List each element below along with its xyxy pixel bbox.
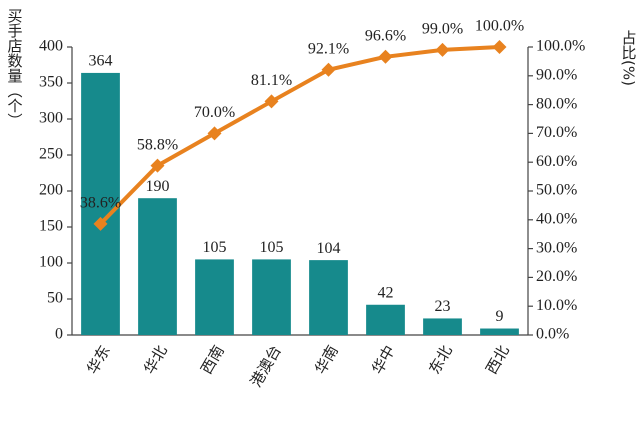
y2-tick-label: 60.0% — [536, 153, 577, 170]
line-value-label: 38.6% — [80, 195, 121, 212]
bar — [195, 259, 234, 335]
line-value-label: 100.0% — [475, 18, 524, 35]
y-tick-label: 150 — [39, 218, 63, 235]
y2-tick-label: 100.0% — [536, 38, 585, 55]
y2-tick-label: 0.0% — [536, 326, 569, 343]
bar-value-label: 9 — [496, 308, 504, 325]
line-value-label: 58.8% — [137, 136, 178, 153]
y2-tick-label: 50.0% — [536, 182, 577, 199]
line-marker — [435, 42, 450, 57]
y-tick-label: 300 — [39, 110, 63, 127]
y2-axis-title: 占比(%) — [620, 30, 638, 86]
line-marker — [264, 94, 279, 109]
x-tick-label: 华东 — [83, 342, 114, 377]
x-tick-label: 西南 — [197, 342, 228, 377]
y-tick-label: 200 — [39, 182, 63, 199]
bar-value-label: 104 — [317, 240, 341, 257]
line-value-label: 92.1% — [308, 40, 349, 57]
y-tick-label: 100 — [39, 254, 63, 271]
x-tick-label: 华南 — [311, 342, 342, 377]
bar-value-label: 364 — [89, 53, 113, 70]
bar-value-label: 23 — [435, 298, 451, 315]
line-marker — [378, 49, 393, 64]
bar-value-label: 105 — [260, 239, 284, 256]
bar-value-label: 105 — [203, 239, 227, 256]
line-marker — [492, 40, 507, 54]
line-value-label: 81.1% — [251, 72, 292, 89]
x-tick-label: 华北 — [140, 342, 171, 377]
bar — [309, 260, 348, 335]
bar — [138, 198, 177, 335]
y2-tick-label: 30.0% — [536, 239, 577, 256]
y-tick-label: 0 — [55, 326, 63, 343]
y-tick-label: 50 — [47, 290, 63, 307]
line — [99, 45, 500, 226]
bar — [423, 318, 462, 335]
bar — [252, 259, 291, 335]
bar-value-label: 42 — [378, 284, 394, 301]
y-axis-title: 买手店数量（个） — [6, 8, 24, 128]
line-marker — [321, 62, 336, 77]
y-tick-label: 250 — [39, 146, 63, 163]
x-tick-label: 港澳台 — [247, 342, 285, 390]
bar — [480, 328, 519, 335]
y2-tick-label: 90.0% — [536, 66, 577, 83]
bar — [81, 72, 120, 336]
y2-tick-label: 20.0% — [536, 268, 577, 285]
y2-tick-label: 10.0% — [536, 297, 577, 314]
x-tick-label: 东北 — [425, 342, 456, 377]
line-marker — [207, 126, 222, 141]
line-value-label: 99.0% — [422, 21, 463, 38]
y2-tick-label: 40.0% — [536, 210, 577, 227]
bar — [366, 304, 405, 335]
line-value-label: 70.0% — [194, 104, 235, 121]
y2-tick-label: 70.0% — [536, 124, 577, 141]
y2-tick-label: 80.0% — [536, 95, 577, 112]
line-value-label: 96.6% — [365, 27, 406, 44]
bar-value-label: 190 — [146, 178, 170, 195]
line-marker — [150, 158, 165, 173]
x-tick-label: 西北 — [482, 342, 513, 377]
x-tick-label: 华中 — [368, 342, 399, 377]
y-tick-label: 400 — [39, 38, 63, 55]
line-marker — [93, 216, 108, 231]
y-tick-label: 350 — [39, 74, 63, 91]
